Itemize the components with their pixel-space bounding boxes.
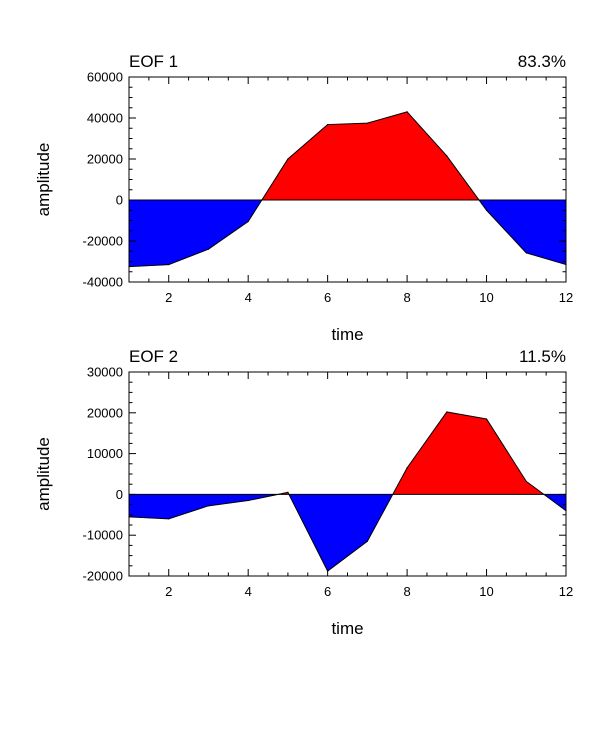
x-tick-label: 12 bbox=[559, 584, 573, 599]
x-tick-label: 6 bbox=[324, 290, 331, 305]
x-axis: 2 4 6 8 10 12 bbox=[128, 77, 573, 305]
y-tick-label: 0 bbox=[116, 487, 123, 502]
data-point-4 bbox=[247, 220, 249, 223]
y-axis: -20000 -10000 0 10000 20000 30000 bbox=[83, 365, 566, 584]
y-tick-label: 10000 bbox=[87, 446, 123, 461]
x-tick-label: 10 bbox=[479, 290, 493, 305]
area-fills bbox=[129, 111, 566, 267]
y-tick-label: 60000 bbox=[87, 70, 123, 85]
y-tick-label: 20000 bbox=[87, 152, 123, 167]
data-point-9 bbox=[446, 155, 448, 157]
y-tick-label: -10000 bbox=[83, 528, 123, 543]
x-tick-label: 2 bbox=[165, 584, 172, 599]
negative-area-0 bbox=[129, 494, 278, 519]
data-point-5 bbox=[287, 491, 289, 493]
y-tick-label: 40000 bbox=[87, 111, 123, 126]
y-tick-label: 20000 bbox=[87, 405, 123, 420]
y-tick-label: -20000 bbox=[83, 234, 123, 249]
y-axis: -40000 -20000 0 20000 40000 60000 bbox=[83, 70, 566, 290]
x-tick-label: 4 bbox=[245, 290, 252, 305]
x-tick-label: 6 bbox=[324, 584, 331, 599]
y-axis-label: amplitude bbox=[34, 437, 53, 511]
x-tick-label: 2 bbox=[165, 290, 172, 305]
data-point-7 bbox=[366, 540, 368, 542]
x-tick-label: 4 bbox=[245, 584, 252, 599]
data-point-4 bbox=[247, 499, 249, 502]
data-point-5 bbox=[287, 158, 289, 160]
data-point-2 bbox=[168, 518, 170, 520]
y-tick-label: 0 bbox=[116, 193, 123, 208]
data-point-9 bbox=[446, 411, 448, 413]
negative-area-1 bbox=[479, 200, 566, 265]
area-fills bbox=[129, 411, 566, 572]
y-tick-label: -20000 bbox=[83, 569, 123, 584]
y-tick-label: -40000 bbox=[83, 275, 123, 290]
data-point-11 bbox=[525, 252, 527, 254]
data-point-3 bbox=[207, 505, 210, 507]
panel-title: EOF 1 bbox=[129, 52, 178, 71]
data-point-11 bbox=[525, 480, 527, 482]
positive-area-0 bbox=[261, 111, 480, 200]
data-point-10 bbox=[485, 209, 488, 211]
data-point-8 bbox=[406, 467, 408, 469]
x-axis-label: time bbox=[331, 325, 363, 344]
data-point-7 bbox=[366, 122, 368, 124]
panel-title: EOF 2 bbox=[129, 347, 178, 366]
data-point-8 bbox=[406, 111, 408, 113]
y-axis-label: amplitude bbox=[34, 143, 53, 217]
x-tick-label: 12 bbox=[559, 290, 573, 305]
positive-area-1 bbox=[392, 411, 544, 495]
y-tick-label: 30000 bbox=[87, 365, 123, 380]
x-tick-label: 8 bbox=[403, 290, 410, 305]
variance-label: 11.5% bbox=[519, 347, 566, 366]
x-tick-label: 10 bbox=[479, 584, 493, 599]
series-line bbox=[128, 111, 567, 268]
x-tick-label: 8 bbox=[403, 584, 410, 599]
data-point-10 bbox=[485, 418, 488, 420]
data-point-6 bbox=[327, 123, 329, 126]
eof1-panel: 2 4 6 8 10 12 -40000 -20000 0 20000 40000 60000 time… bbox=[34, 52, 573, 344]
eof2-panel: 2 4 6 8 10 12 -20000 -10000 0 10000 20000 30000 time… bbox=[34, 347, 573, 638]
variance-label: 83.3% bbox=[518, 52, 566, 71]
data-point-2 bbox=[168, 263, 170, 266]
series-line bbox=[128, 411, 567, 572]
negative-area-1 bbox=[288, 494, 393, 572]
negative-area-0 bbox=[129, 200, 262, 267]
x-axis: 2 4 6 8 10 12 bbox=[128, 372, 573, 599]
data-point-3 bbox=[207, 248, 210, 250]
x-axis-label: time bbox=[331, 619, 363, 638]
